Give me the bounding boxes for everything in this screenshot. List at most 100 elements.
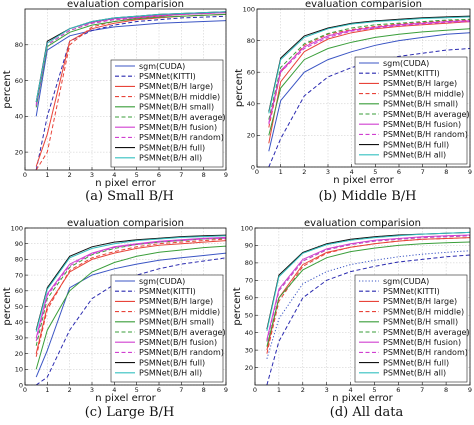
legend-label: sgm(CUDA) [383, 59, 429, 68]
figure-caption: (b) Middle B/H [319, 189, 417, 204]
figure-caption: (c) Large B/H [85, 405, 175, 420]
series-line-1 [268, 48, 470, 167]
y-tick-label: 40 [15, 319, 23, 327]
y-tick-label: 60 [245, 294, 253, 302]
x-tick-label: 7 [420, 386, 424, 394]
legend-label: PSMNet(B/H fusion) [383, 338, 461, 347]
y-tick-label: 0 [251, 163, 255, 171]
figure-caption: (d) All data [330, 405, 404, 420]
legend: sgm(CUDA)PSMNet(KITTI)PSMNet(B/H large)P… [354, 274, 470, 383]
legend-label: PSMNet(B/H random) [383, 130, 468, 139]
y-tick-label: 70 [245, 277, 253, 285]
legend-label: PSMNet(B/H all) [383, 151, 446, 160]
series-line-4 [266, 241, 470, 347]
series-line-4 [35, 13, 226, 108]
y-tick-label: 80 [245, 259, 253, 267]
x-tick-label: 3 [90, 386, 94, 394]
plot-frame [254, 227, 471, 386]
y-tick-label: 40 [245, 329, 253, 337]
series-group [268, 15, 470, 167]
x-tick-label: 7 [179, 386, 183, 394]
legend-label: PSMNet(KITTI) [383, 69, 440, 78]
chart-title: evaluation comparision [67, 218, 184, 229]
legend: sgm(CUDA)PSMNet(KITTI)PSMNet(B/H large)P… [354, 56, 470, 165]
chart-title: evaluation comparision [304, 218, 421, 229]
x-tick-label: 0 [23, 386, 27, 394]
legend-label: PSMNet(B/H full) [139, 358, 205, 367]
series-line-1 [266, 254, 470, 385]
y-tick-label: 20 [15, 350, 23, 358]
legend-box [354, 274, 468, 383]
legend-label: PSMNet(B/H fusion) [139, 123, 217, 132]
series-line-9 [35, 11, 226, 103]
x-tick-label: 6 [157, 171, 161, 179]
series-line-4 [268, 28, 470, 136]
series-line-0 [268, 32, 470, 152]
legend-label: PSMNet(B/H average) [139, 113, 226, 122]
y-tick-label: 40 [15, 113, 23, 121]
y-tick-label: 50 [245, 312, 253, 320]
plot-frame [24, 8, 227, 171]
y-tick-label: 30 [245, 346, 253, 354]
legend: sgm(CUDA)PSMNet(KITTI)PSMNet(B/H large)P… [110, 274, 226, 383]
x-tick-label: 2 [302, 168, 306, 176]
legend-label: PSMNet(B/H random) [139, 133, 224, 142]
legend-label: PSMNet(KITTI) [139, 287, 196, 296]
y-tick-label: 100 [241, 224, 253, 232]
x-tick-label: 8 [202, 171, 206, 179]
x-tick-label: 3 [326, 168, 330, 176]
chart-panel-0: 0 1 2 3 4 5 6 7 8 9 20 40 60 80 evaluation comparision… [2, 0, 228, 204]
y-tick-label: 40 [247, 100, 255, 108]
series-group [266, 231, 470, 385]
x-tick-label: 5 [135, 386, 139, 394]
x-tick-label: 6 [157, 386, 161, 394]
x-tick-label: 2 [301, 386, 305, 394]
chart-title: evaluation comparision [67, 0, 184, 10]
x-tick-label: 7 [421, 168, 425, 176]
x-tick-label: 4 [112, 386, 116, 394]
x-tick-label: 0 [255, 168, 259, 176]
y-tick-label: 50 [15, 303, 23, 311]
legend-box [110, 274, 224, 383]
x-tick-label: 6 [397, 168, 401, 176]
x-tick-label: 5 [372, 386, 376, 394]
series-line-0 [35, 252, 226, 378]
legend-label: PSMNet(B/H middle) [383, 89, 464, 98]
x-tick-label: 9 [468, 168, 472, 176]
y-tick-label: 0 [19, 381, 23, 389]
legend-box [110, 59, 224, 168]
legend-label: PSMNet(B/H average) [383, 328, 470, 337]
series-line-1 [35, 15, 226, 170]
series-line-8 [268, 15, 470, 112]
x-tick-label: 0 [253, 386, 257, 394]
legend-label: PSMNet(B/H full) [139, 143, 205, 152]
legend-label: PSMNet(B/H small) [139, 103, 214, 112]
chart-panel-3: 0 1 2 3 4 5 6 7 8 9 20 30 40 50 60 70 80 90 100 evaluation … [232, 218, 472, 420]
legend: sgm(CUDA)PSMNet(KITTI)PSMNet(B/H large)P… [110, 59, 226, 168]
legend-label: PSMNet(B/H fusion) [139, 338, 217, 347]
y-tick-label: 10 [15, 366, 23, 374]
x-tick-label: 0 [23, 171, 27, 179]
series-line-8 [35, 234, 226, 331]
x-tick-label: 9 [468, 386, 472, 394]
y-tick-label: 100 [243, 5, 255, 13]
series-line-7 [35, 12, 226, 106]
legend-label: PSMNet(B/H fusion) [383, 120, 461, 129]
x-tick-label: 8 [202, 386, 206, 394]
series-group [35, 234, 226, 385]
y-tick-label: 60 [15, 77, 23, 85]
legend-label: PSMNet(B/H all) [383, 369, 446, 378]
legend-label: PSMNet(B/H large) [139, 82, 213, 91]
x-tick-label: 1 [279, 168, 283, 176]
series-line-6 [266, 234, 470, 340]
x-tick-label: 4 [112, 171, 116, 179]
x-tick-label: 1 [45, 171, 49, 179]
series-line-0 [266, 250, 470, 359]
x-axis-label: n pixel error [333, 175, 394, 186]
legend-label: PSMNet(KITTI) [383, 287, 440, 296]
y-tick-label: 20 [245, 364, 253, 372]
legend-label: PSMNet(B/H small) [383, 100, 458, 109]
x-tick-label: 8 [444, 386, 448, 394]
